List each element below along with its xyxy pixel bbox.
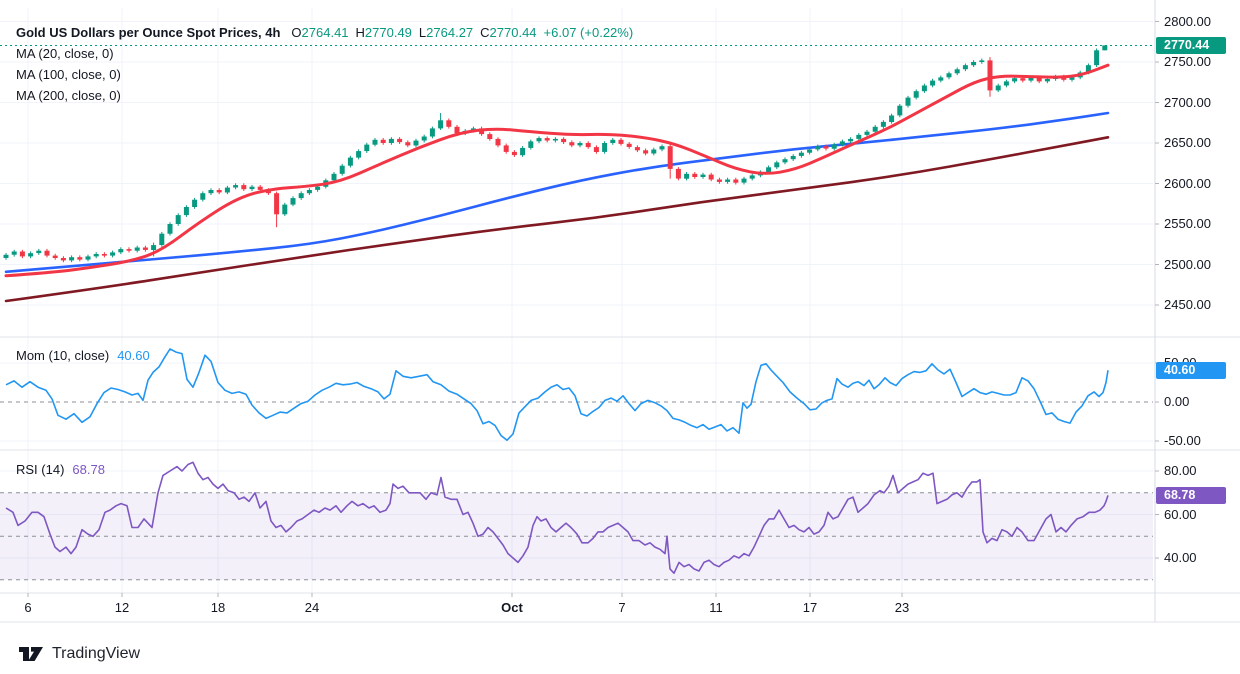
tradingview-logo[interactable]: TradingView	[18, 643, 140, 665]
overlay-ma20-label[interactable]: MA (20, close, 0)	[16, 46, 114, 61]
momentum-badge: 40.60	[1156, 361, 1226, 379]
price-axis-label: 2500.00	[1164, 256, 1211, 272]
price-axis-label: 2550.00	[1164, 216, 1211, 231]
ohlc-high: H2770.49	[355, 25, 412, 40]
ohlc-open: O2764.41	[291, 25, 349, 40]
price-axis-label: 2600.00	[1164, 175, 1211, 191]
time-axis-label: 23	[894, 600, 910, 615]
rsi-pane-label[interactable]: RSI (14) 68.78	[16, 462, 105, 477]
price-axis-label: 60.00	[1164, 506, 1197, 522]
momentum-pane-label[interactable]: Mom (10, close) 40.60	[16, 348, 150, 363]
price-axis-label: 80.00	[1164, 463, 1197, 478]
price-axis-label: 2650.00	[1164, 135, 1211, 150]
last-price-badge: 2770.44	[1156, 36, 1226, 54]
rsi-line	[5, 461, 1109, 574]
overlay-ma100-label[interactable]: MA (100, close, 0)	[16, 67, 121, 82]
price-axis-label: 2450.00	[1164, 297, 1211, 312]
price-axis-label: 2750.00	[1164, 54, 1211, 69]
time-axis-label: Oct	[501, 600, 523, 615]
ohlc-close: C2770.44	[480, 25, 537, 40]
time-axis-label: 12	[114, 600, 130, 615]
time-axis-label: 18	[210, 600, 226, 615]
rsi-value: 68.78	[72, 462, 105, 477]
rsi-badge: 68.78	[1156, 486, 1226, 504]
time-axis-label: 17	[802, 600, 818, 615]
momentum-value: 40.60	[117, 348, 150, 363]
price-axis-label: 0.00	[1164, 394, 1190, 409]
candles-series	[3, 45, 1108, 263]
momentum-line	[5, 348, 1109, 441]
tradingview-logo-text: TradingView	[52, 645, 141, 662]
time-axis-label: 6	[24, 600, 32, 615]
price-axis-label: 2800.00	[1164, 13, 1211, 29]
ma100-line	[4, 111, 1110, 274]
ma200-line	[4, 136, 1110, 303]
time-axis-label: 11	[709, 600, 723, 615]
tradingview-logo-icon	[19, 647, 43, 661]
price-change: +6.07 (+0.22%)	[543, 25, 634, 40]
price-axis-label: -50.00	[1164, 433, 1201, 448]
time-axis-label: 24	[304, 600, 320, 615]
overlay-ma200-label[interactable]: MA (200, close, 0)	[16, 88, 121, 103]
ma20-line	[4, 63, 1110, 278]
price-axis-label: 2700.00	[1164, 94, 1211, 110]
ohlc-low: L2764.27	[418, 25, 474, 40]
time-axis-label: 7	[618, 600, 626, 615]
price-axis-label: 40.00	[1164, 550, 1197, 565]
symbol-title: Gold US Dollars per Ounce Spot Prices, 4…	[16, 25, 281, 40]
symbol-legend-row[interactable]: Gold US Dollars per Ounce Spot Prices, 4…	[16, 22, 633, 43]
legend: Gold US Dollars per Ounce Spot Prices, 4…	[16, 22, 633, 106]
